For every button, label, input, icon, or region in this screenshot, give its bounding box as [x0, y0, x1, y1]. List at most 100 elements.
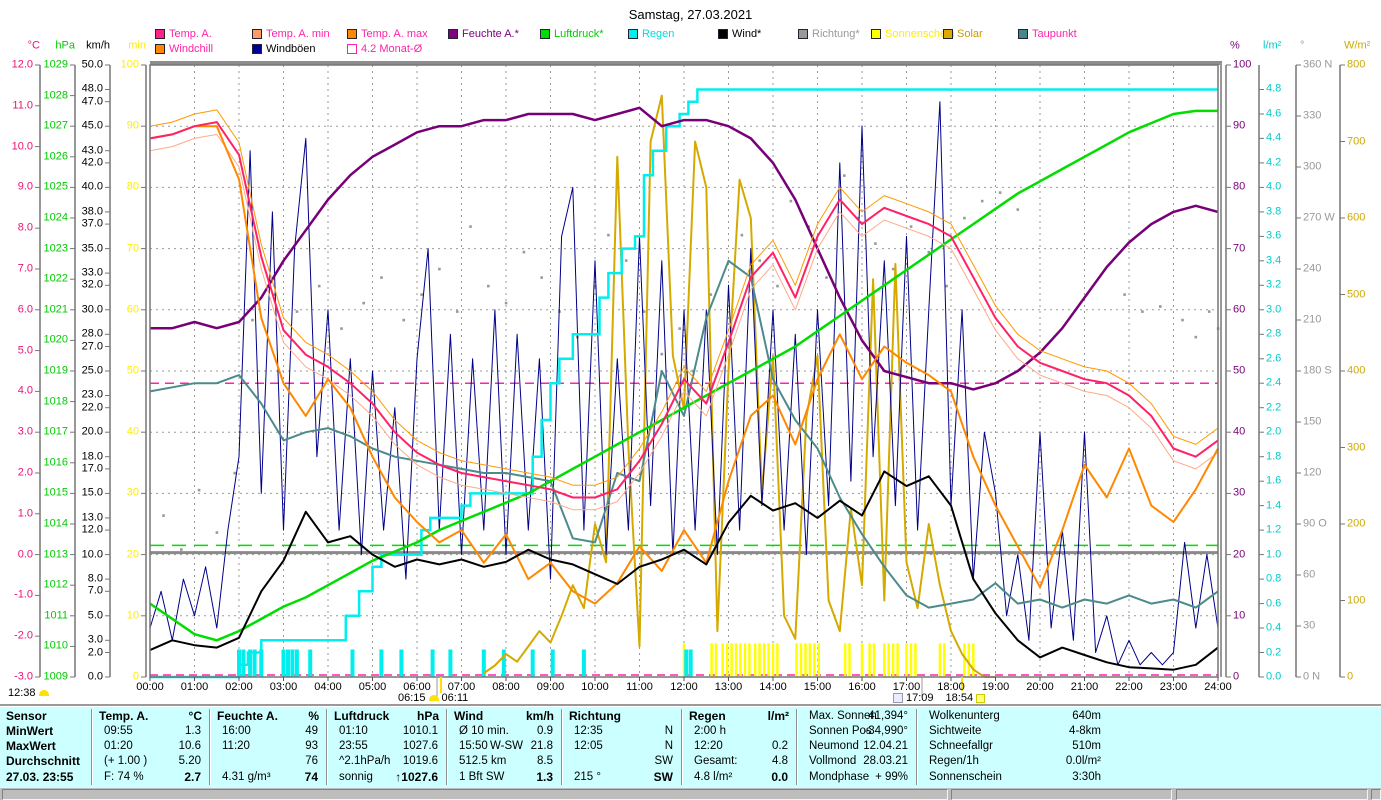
pressure-axis-tick: 1024: [43, 211, 68, 224]
stat-value: 21.8: [530, 740, 553, 752]
temp-axis-tick: 12.0: [11, 58, 33, 71]
rain-axis-tick: 3.4: [1266, 254, 1282, 267]
pressure-axis-tick: 1019: [43, 364, 68, 377]
stat-label: sonnig: [339, 771, 373, 783]
moon-time-label: 12:38: [8, 687, 36, 699]
legend-item-temp-a-[interactable]: Temp. A.: [155, 28, 212, 40]
legend-checkbox-icon[interactable]: [347, 44, 357, 54]
x-axis-label: 09:00: [536, 681, 565, 693]
pressure-axis-tick: 1020: [43, 333, 68, 346]
wind-axis-tick: 35.0: [81, 242, 103, 255]
legend-checkbox-icon[interactable]: [155, 44, 165, 54]
stat-label: 09:55: [104, 725, 133, 737]
legend-checkbox-icon[interactable]: [943, 29, 953, 39]
legend-label: Windböen: [266, 43, 316, 55]
stat-label: 12:35: [574, 725, 603, 737]
wind-axis-tick: 2.0: [87, 646, 103, 659]
x-axis-label: 24:00: [1204, 681, 1232, 693]
col-header: Wind: [454, 709, 484, 723]
series-luftdruck: [149, 109, 1218, 642]
rain-axis-tick: 3.8: [1266, 205, 1282, 218]
legend-checkbox-icon[interactable]: [628, 29, 638, 39]
legend-item-luftdruck-[interactable]: Luftdruck*: [540, 28, 604, 40]
stat-value: 8.5: [537, 755, 553, 767]
wind-axis-tick: 30.0: [81, 303, 103, 316]
legend-checkbox-icon[interactable]: [448, 29, 458, 39]
stat-value: 3:30h: [1072, 771, 1101, 783]
temp-axis-tick: 8.0: [17, 221, 33, 234]
stat-label: 4.31 g/m³: [222, 771, 271, 783]
series-windboeen: [149, 101, 1219, 666]
wind-axis-tick: 38.0: [81, 205, 103, 218]
temp-axis-tick: 10.0: [11, 140, 33, 153]
pressure-axis-tick: 1026: [43, 150, 68, 163]
rain-axis-tick: 2.2: [1266, 401, 1282, 414]
x-axis-label: 21:00: [1070, 681, 1099, 693]
x-axis-label: 23:00: [1159, 681, 1188, 693]
temp-axis-tick: 11.0: [12, 99, 33, 112]
x-axis-label: 06:00: [403, 681, 431, 693]
humidity-axis-tick: 60: [1233, 303, 1246, 316]
sunshine-axis-tick: 100: [120, 58, 139, 71]
stat-label: 2:00 h: [694, 725, 726, 737]
legend-checkbox-icon[interactable]: [871, 29, 881, 39]
solar-axis-tick: 600: [1347, 211, 1366, 224]
legend-item-wind-[interactable]: Wind*: [718, 28, 761, 40]
legend-label: Solar: [957, 28, 983, 40]
rain-axis-tick: 0.4: [1266, 621, 1282, 634]
stat-value: N: [664, 740, 673, 752]
rain-axis-tick: 4.8: [1266, 82, 1282, 95]
rain-axis-tick: 0.8: [1266, 572, 1282, 585]
column-divider: [681, 709, 683, 785]
stat-value: N: [664, 725, 673, 737]
stat-label: 12:05: [574, 740, 603, 752]
solar-axis-tick: 700: [1347, 135, 1366, 147]
legend-checkbox-icon[interactable]: [1018, 29, 1028, 39]
legend-checkbox-icon[interactable]: [347, 29, 357, 39]
legend-checkbox-icon[interactable]: [540, 29, 550, 39]
legend-item-windb-en[interactable]: Windböen: [252, 43, 316, 55]
legend-label: Regen: [642, 28, 675, 40]
legend-item-feuchte-a-[interactable]: Feuchte A.*: [448, 28, 519, 40]
legend-item-4-2-monat-[interactable]: 4.2 Monat-Ø: [347, 43, 422, 55]
sunshine-axis-tick: 30: [126, 486, 139, 499]
legend-checkbox-icon[interactable]: [252, 29, 262, 39]
stat-value: 1010.1: [402, 725, 438, 737]
legend-item-sonnenschein[interactable]: Sonnenschein: [871, 28, 955, 40]
wind-axis-tick: 10.0: [81, 548, 103, 561]
stat-value: 2.7: [184, 770, 201, 784]
stat-value: SW: [654, 755, 673, 767]
x-axis-label: 10:00: [581, 681, 609, 693]
stat-value: 1.3: [185, 725, 201, 737]
temp-axis-tick: 2.0: [17, 466, 33, 479]
legend-item-solar[interactable]: Solar: [943, 28, 983, 40]
solar-axis-tick: 200: [1347, 517, 1366, 530]
legend-item-windchill[interactable]: Windchill: [155, 43, 213, 55]
legend-item-regen[interactable]: Regen: [628, 28, 674, 40]
x-axis-label: 19:00: [981, 681, 1010, 693]
legend-checkbox-icon[interactable]: [718, 29, 728, 39]
legend-checkbox-icon[interactable]: [155, 29, 165, 39]
plot-frame: [149, 61, 1222, 697]
direction-axis-tick: 120: [1303, 466, 1322, 479]
x-axis-label: 07:00: [447, 681, 476, 693]
x-axis-label: 02:00: [225, 681, 253, 693]
stat-label: 23:55: [339, 740, 368, 752]
pressure-axis-tick: 1015: [43, 486, 68, 499]
temp-axis-tick: 5.0: [17, 344, 33, 357]
direction-axis-tick: 300: [1303, 160, 1322, 173]
stat-value: 12.04.21: [863, 740, 908, 752]
stat-value: 1.3: [536, 770, 553, 784]
pressure-axis-tick: 1014: [43, 517, 68, 530]
legend-checkbox-icon[interactable]: [798, 29, 808, 39]
sunshine-axis-tick: 80: [126, 180, 139, 193]
legend-item-temp-a-min[interactable]: Temp. A. min: [252, 28, 330, 40]
legend-item-temp-a-max[interactable]: Temp. A. max: [347, 28, 428, 40]
legend-label: Windchill: [169, 43, 214, 55]
stat-value: 49: [305, 725, 318, 737]
legend-checkbox-icon[interactable]: [252, 44, 262, 54]
legend-item-richtung-[interactable]: Richtung*: [798, 28, 860, 40]
series-solar: [483, 94, 996, 678]
legend-item-taupunkt[interactable]: Taupunkt: [1018, 28, 1077, 40]
stat-label: Neumond: [809, 740, 859, 752]
